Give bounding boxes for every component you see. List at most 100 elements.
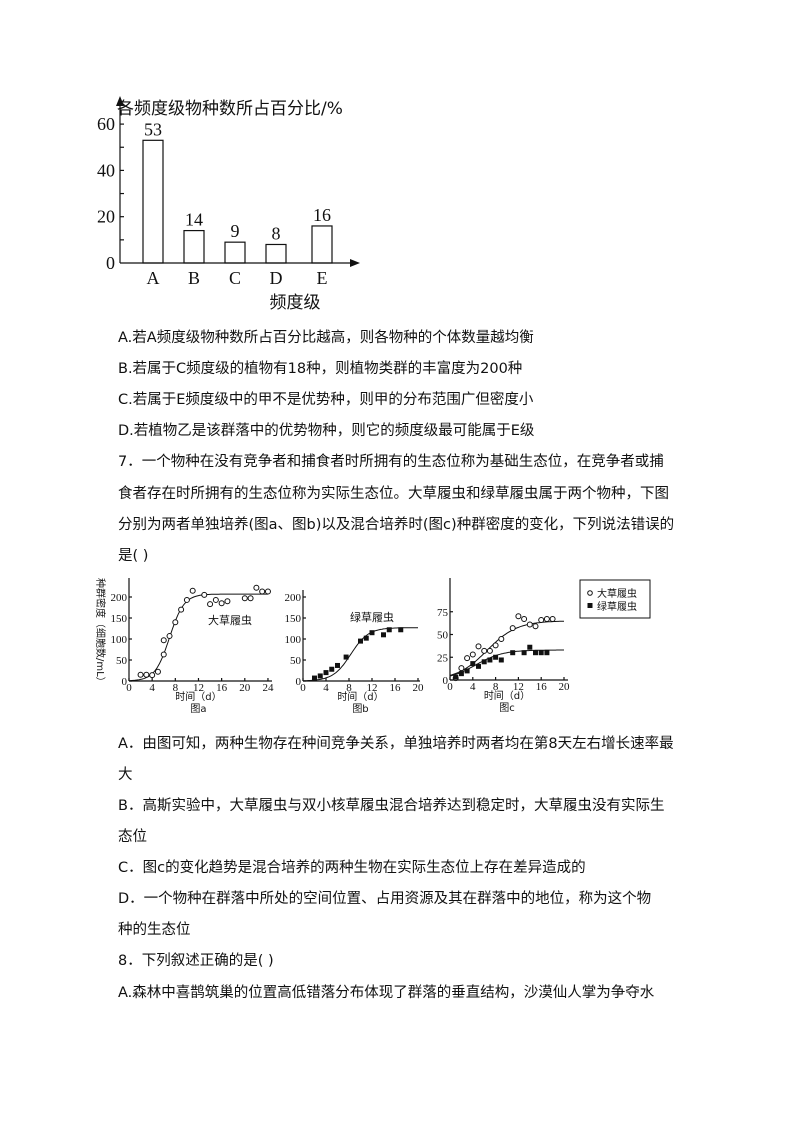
x-axis-label: 时间（d）: [337, 690, 383, 703]
data-point: [247, 595, 254, 602]
y-tick-label: 40: [97, 160, 115, 180]
q8-stem: 8．下列叙述正确的是( ): [118, 953, 274, 969]
x-tick-label: 16: [536, 681, 548, 693]
data-point: [486, 647, 493, 654]
y-tick-label: 20: [97, 207, 115, 227]
data-point: [207, 601, 214, 608]
x-tick-label: 24: [262, 682, 274, 694]
data-point: [526, 621, 533, 628]
y-axis-arrow: [116, 96, 124, 106]
data-point: [532, 623, 539, 630]
x-tick-label: 20: [559, 681, 571, 693]
data-point: [398, 627, 404, 633]
data-point: [549, 616, 556, 623]
x-tick-label: 0: [300, 682, 306, 694]
data-point: [335, 662, 340, 668]
q7-stem-line: 分别为两者单独培养(图a、图b)以及混合培养时(图c)种群密度的变化，下列说法错…: [118, 517, 675, 533]
y-tick-label: 50: [116, 655, 128, 667]
data-point: [521, 650, 527, 656]
bar-C: [224, 241, 246, 264]
data-point: [224, 598, 231, 605]
data-point: [381, 632, 386, 638]
x-tick-label: D: [270, 268, 283, 288]
data-point: [544, 650, 550, 656]
y-tick-label: 50: [437, 630, 449, 642]
panel-label: 图a: [190, 703, 206, 715]
legend-entry: 大草履虫: [597, 587, 637, 600]
data-point: [458, 671, 464, 677]
data-point: [481, 659, 487, 665]
q7-stem-line: 是( ): [118, 548, 149, 564]
y-tick-label: 60: [97, 114, 115, 134]
data-point: [515, 613, 522, 620]
y-tick-label: 25: [437, 652, 449, 664]
bar-value-label: 9: [231, 221, 240, 241]
y-tick-label: 0: [122, 676, 128, 688]
data-point: [264, 588, 271, 595]
data-point: [323, 670, 329, 676]
data-point: [241, 595, 248, 602]
x-axis-label: 时间（d）: [484, 689, 530, 702]
fit-curve: [302, 627, 418, 682]
data-point: [259, 588, 266, 595]
bar-E: [311, 225, 333, 264]
data-point: [481, 647, 488, 654]
fit-curve: [128, 593, 268, 682]
data-point: [533, 650, 538, 656]
bar-value-label: 16: [313, 205, 331, 225]
x-tick-label: 4: [149, 682, 155, 694]
legend-square-marker: [587, 603, 593, 608]
data-point: [487, 657, 493, 663]
x-tick-label: A: [147, 268, 160, 288]
bar-value-label: 8: [272, 223, 281, 243]
data-point: [329, 666, 335, 672]
x-tick-label: B: [188, 268, 200, 288]
data-point: [498, 657, 504, 663]
data-point: [538, 616, 545, 623]
data-point: [149, 672, 156, 679]
annotation: 大草履虫: [208, 613, 252, 627]
data-point: [498, 636, 505, 643]
data-point: [464, 655, 471, 662]
x-tick-label: 8: [346, 682, 352, 694]
data-point: [317, 673, 323, 679]
y-tick-label: 200: [111, 592, 128, 604]
q7-option-line: 大: [118, 767, 133, 783]
legend-box: [579, 579, 651, 619]
data-point: [212, 596, 219, 603]
q6-option: C.若属于E频度级中的甲不是优势种，则甲的分布范围广但密度小: [118, 392, 534, 408]
data-point: [386, 627, 392, 633]
x-tick-label: E: [317, 268, 328, 288]
data-point: [343, 654, 349, 660]
data-point: [369, 630, 375, 636]
y-tick-label: 150: [285, 613, 302, 625]
x-tick-label: 0: [447, 681, 453, 693]
q7-stem-line: 食者存在时所拥有的生态位称为实际生态位。大草履虫和绿草履虫属于两个物种，下图: [118, 486, 669, 502]
x-tick-label: 16: [390, 682, 402, 694]
data-point: [492, 642, 499, 649]
data-point: [510, 650, 516, 656]
bar-D: [265, 243, 287, 264]
y-tick-label: 0: [443, 675, 449, 687]
y-tick-label: 100: [285, 634, 302, 646]
y-tick-label: 50: [290, 655, 302, 667]
bar-value-label: 53: [144, 119, 162, 139]
y-tick-label: 0: [106, 253, 115, 273]
data-point: [538, 650, 544, 656]
data-point: [312, 675, 317, 681]
q7-option-line: B．高斯实验中，大草履虫与双小核草履虫混合培养达到稳定时，大草履虫没有实际生: [118, 798, 665, 814]
panel-label: 图c: [499, 702, 515, 714]
data-point: [143, 671, 150, 678]
data-point: [475, 643, 482, 650]
x-tick-label: C: [229, 268, 241, 288]
x-tick-label: 4: [323, 682, 329, 694]
data-point: [160, 637, 167, 644]
data-point: [172, 619, 179, 626]
x-tick-label: 4: [470, 681, 476, 693]
y-tick-label: 75: [437, 607, 449, 619]
x-tick-label: 20: [239, 682, 251, 694]
x-tick-label: 8: [493, 681, 499, 693]
x-axis-arrow: [350, 259, 360, 267]
bar-B: [183, 229, 205, 264]
